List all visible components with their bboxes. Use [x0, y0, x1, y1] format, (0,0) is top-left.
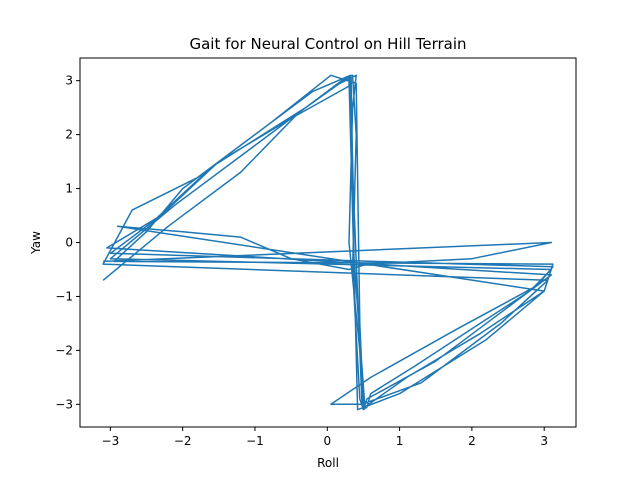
plot-area	[102, 74, 554, 411]
x-tick-label: 2	[468, 434, 476, 448]
axes-frame	[79, 57, 577, 428]
y-tick-label: 2	[65, 128, 73, 142]
x-tick-label: −3	[102, 434, 120, 448]
series-line	[102, 74, 554, 411]
y-tick-label: −2	[55, 343, 73, 357]
chart-title: Gait for Neural Control on Hill Terrain	[189, 35, 466, 53]
x-tick-label: 0	[323, 434, 331, 448]
x-axis: −3 −2 −1 0 1 2 3	[102, 427, 548, 448]
x-axis-label: Roll	[317, 456, 339, 470]
y-tick-label: −1	[55, 289, 73, 303]
x-tick-label: −1	[246, 434, 264, 448]
y-axis-label: Yaw	[29, 231, 43, 255]
y-tick-label: 1	[65, 182, 73, 196]
x-tick-label: 3	[540, 434, 548, 448]
y-tick-label: 0	[65, 236, 73, 250]
x-tick-label: −2	[174, 434, 192, 448]
y-tick-label: 3	[65, 74, 73, 88]
x-tick-label: 1	[396, 434, 404, 448]
y-tick-label: −3	[55, 397, 73, 411]
y-axis: −3 −2 −1 0 1 2 3	[55, 74, 80, 411]
